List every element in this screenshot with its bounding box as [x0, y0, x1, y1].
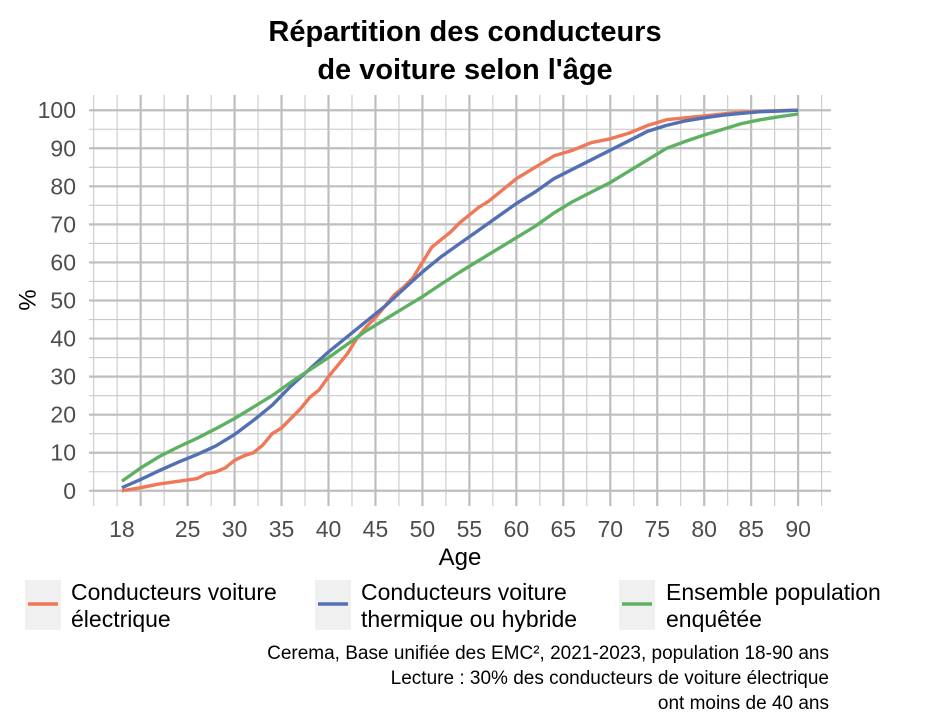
caption-reading-line-2: ont moins de 40 ans: [658, 693, 829, 714]
x-tick-label: 70: [597, 516, 623, 542]
grid: [89, 95, 831, 506]
legend-label: Conducteurs voiture: [361, 579, 567, 605]
x-axis-ticks: 18 25 30 35 40 45 50 55 60 65 70 75 80 85 90: [109, 516, 811, 542]
series-line-2: [121, 108, 799, 490]
y-axis-label: %: [13, 289, 40, 310]
x-tick-label: 75: [644, 516, 670, 542]
y-tick-label: 40: [50, 326, 76, 352]
x-tick-label: 90: [785, 516, 811, 542]
y-tick-label: 0: [63, 478, 76, 504]
x-tick-label: 65: [551, 516, 577, 542]
x-tick-label: 50: [410, 516, 436, 542]
x-tick-label: 55: [457, 516, 483, 542]
x-tick-label: 35: [269, 516, 295, 542]
x-tick-label: 45: [363, 516, 389, 542]
y-tick-label: 20: [50, 402, 76, 428]
y-tick-label: 100: [38, 97, 76, 123]
y-tick-label: 90: [50, 135, 76, 161]
caption-source: Cerema, Base unifiée des EMC², 2021-2023…: [267, 643, 829, 664]
series-lines: [120, 108, 799, 493]
x-tick-label: 18: [109, 516, 135, 542]
y-tick-label: 30: [50, 364, 76, 390]
legend: Conducteurs voitureélectriqueConducteurs…: [25, 579, 881, 632]
chart-title-line-1: Répartition des conducteurs: [268, 16, 661, 48]
y-axis-ticks: 0 10 20 30 40 50 60 70 80 90 100: [38, 97, 76, 504]
chart-title-line-2: de voiture selon l'âge: [317, 54, 612, 86]
legend-label: Conducteurs voiture: [71, 579, 277, 605]
legend-label: enquêtée: [666, 606, 762, 632]
y-tick-label: 10: [50, 440, 76, 466]
legend-label: thermique ou hybride: [361, 606, 577, 632]
x-axis-label: Age: [439, 544, 482, 571]
caption-reading-line-1: Lecture : 30% des conducteurs de voiture…: [391, 668, 829, 689]
x-tick-label: 40: [316, 516, 342, 542]
legend-label: électrique: [71, 606, 171, 632]
y-tick-label: 70: [50, 211, 76, 237]
x-tick-label: 60: [504, 516, 530, 542]
x-tick-label: 25: [175, 516, 201, 542]
y-tick-label: 80: [50, 173, 76, 199]
series-line-3: [120, 112, 799, 483]
y-tick-label: 60: [50, 249, 76, 275]
legend-label: Ensemble population: [666, 579, 881, 605]
x-tick-label: 85: [738, 516, 764, 542]
y-tick-label: 50: [50, 288, 76, 314]
x-tick-label: 80: [691, 516, 717, 542]
x-tick-label: 30: [222, 516, 248, 542]
series-line-1: [121, 108, 799, 493]
